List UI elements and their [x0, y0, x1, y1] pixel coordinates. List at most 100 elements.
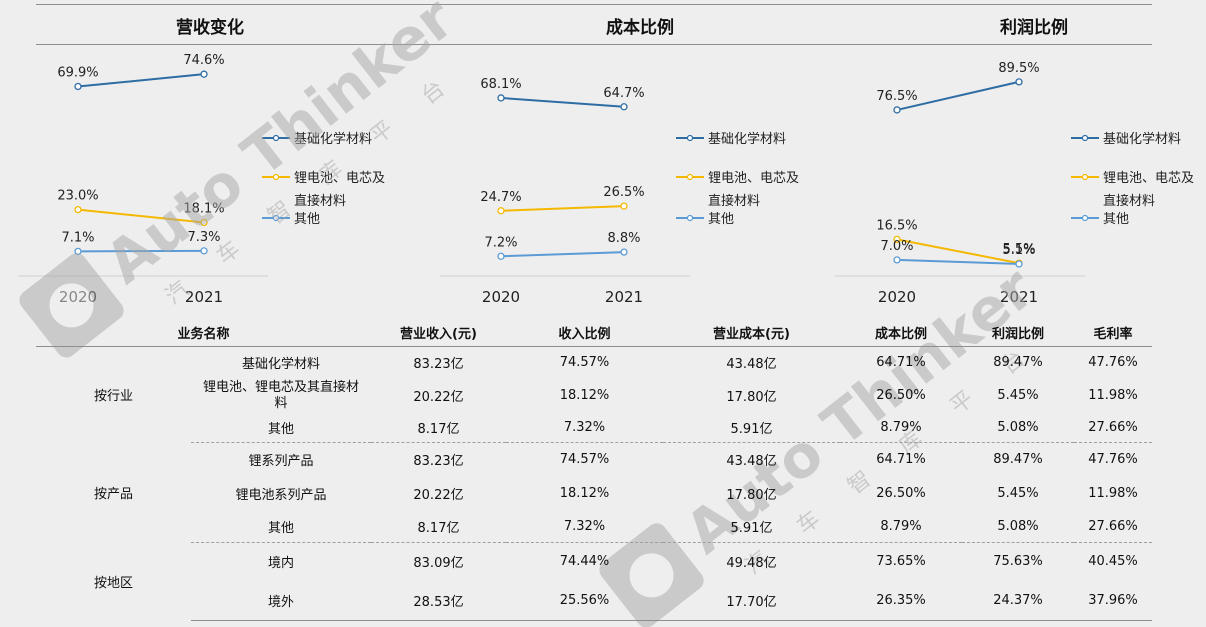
- legend-label: 其他: [294, 212, 320, 227]
- cell-value: 5.45%: [997, 486, 1039, 501]
- legend-label: 基础化学材料: [708, 131, 786, 147]
- row-item: 锂电池系列产品: [235, 488, 327, 503]
- data-label: 7.0%: [880, 239, 913, 254]
- series-line: [500, 96, 625, 108]
- cell-value: 11.98%: [1088, 486, 1138, 501]
- legend-marker: [272, 173, 280, 181]
- data-point: [893, 256, 901, 264]
- chart-title-profit: 利润比例: [1000, 18, 1068, 38]
- series-line: [500, 251, 625, 258]
- data-point: [893, 106, 901, 114]
- series-line: [896, 238, 1020, 265]
- legend-label: 直接材料: [1103, 193, 1155, 209]
- legend-label: 直接材料: [294, 193, 346, 209]
- cell-value: 17.70亿: [663, 580, 840, 621]
- cell-value: 5.45%: [997, 388, 1039, 403]
- cell-value: 83.23亿: [413, 454, 464, 470]
- col-header: 成本比例: [840, 318, 962, 347]
- cell-value: 89.47%: [993, 355, 1043, 371]
- table-row: 锂电池、锂电芯及其直接材料 20.22亿 18.12% 17.80亿 26.50% 5.4…: [36, 379, 1152, 413]
- cell-value: 8.17亿: [371, 412, 506, 443]
- data-label: 7.1%: [61, 230, 94, 245]
- row-item: 基础化学材料: [241, 357, 320, 373]
- series-line: [896, 80, 1020, 111]
- table-row: 其他 8.17亿 7.32% 5.91亿 8.79% 5.08% 27.66%: [36, 510, 1152, 543]
- legend-label: 锂电池、电芯及: [1103, 171, 1194, 186]
- data-label: 16.5%: [876, 218, 917, 233]
- data-point: [620, 103, 628, 111]
- cell-value: 26.50%: [876, 388, 926, 403]
- x-tick-label: 2020: [59, 288, 97, 306]
- data-label: 89.5%: [998, 61, 1039, 76]
- legend-marker: [686, 173, 694, 181]
- data-label: 5.1%: [1002, 243, 1035, 258]
- cell-value: 73.65%: [876, 554, 926, 570]
- data-label: 23.0%: [57, 189, 98, 204]
- cell-value: 7.32%: [506, 412, 663, 443]
- cell-value: 17.80亿: [726, 390, 777, 405]
- data-point: [497, 252, 505, 260]
- data-label: 18.1%: [183, 201, 224, 216]
- cell-value: 28.53亿: [371, 580, 506, 621]
- cell-value: 43.48亿: [726, 357, 777, 373]
- data-label: 64.7%: [603, 86, 644, 101]
- business-table: 业务名称 营业收入(元) 收入比例 营业成本(元) 成本比例 利润比例 毛利率 …: [36, 318, 1152, 621]
- col-header: 毛利率: [1074, 318, 1152, 347]
- row-item: 境外: [191, 580, 371, 621]
- col-header: 利润比例: [962, 318, 1074, 347]
- x-tick-label: 2021: [1000, 288, 1038, 306]
- legend-label: 基础化学材料: [1103, 131, 1181, 147]
- legend-marker: [272, 214, 280, 222]
- col-header: 营业收入(元): [371, 318, 506, 347]
- table-row: 按产品 锂系列产品 83.23亿 74.57% 43.48亿 64.71% 89.47% 47…: [36, 443, 1152, 502]
- table-row: 按地区 境内 83.09亿 74.44% 49.48亿 73.65% 75.63% 40.45…: [36, 543, 1152, 591]
- table-header-row: 业务名称 营业收入(元) 收入比例 营业成本(元) 成本比例 利润比例 毛利率: [36, 318, 1152, 347]
- data-label: 5.5%: [1002, 242, 1035, 257]
- cell-value: 17.80亿: [726, 488, 777, 503]
- legend-label: 其他: [1103, 212, 1129, 227]
- data-point: [200, 218, 208, 227]
- legend-marker: [1081, 214, 1089, 222]
- data-point: [74, 205, 82, 214]
- legend-marker: [686, 134, 694, 142]
- row-item: 其他: [191, 510, 371, 543]
- cell-value: 40.45%: [1088, 554, 1138, 570]
- cell-value: 24.37%: [962, 580, 1074, 621]
- cell-value: 5.08%: [962, 510, 1074, 543]
- cell-value: 89.47%: [993, 452, 1043, 468]
- data-label: 8.8%: [607, 231, 640, 246]
- data-point: [893, 235, 901, 244]
- x-tick-label: 2020: [878, 288, 916, 306]
- data-point: [620, 248, 628, 256]
- cell-value: 75.63%: [993, 554, 1043, 570]
- data-point: [620, 202, 628, 210]
- data-label: 7.2%: [484, 235, 517, 250]
- group-label: 按行业: [93, 389, 133, 405]
- col-header: 营业成本(元): [663, 318, 840, 347]
- cell-value: 49.48亿: [726, 556, 777, 572]
- data-point: [200, 247, 208, 255]
- series-line: [77, 208, 205, 224]
- series-line: [77, 73, 205, 88]
- cell-value: 74.57%: [559, 452, 610, 468]
- top-rule: [36, 4, 1152, 5]
- legend-marker: [1081, 134, 1089, 142]
- table-row: 其他 8.17亿 7.32% 5.91亿 8.79% 5.08% 27.66%: [36, 412, 1152, 443]
- col-header: 收入比例: [506, 318, 663, 347]
- cell-value: 8.79%: [840, 412, 962, 443]
- data-point: [74, 247, 82, 256]
- cell-value: 43.48亿: [726, 454, 777, 470]
- data-point: [497, 94, 505, 102]
- data-label: 7.3%: [187, 230, 220, 245]
- x-tick-label: 2020: [482, 288, 520, 306]
- cell-value: 8.79%: [840, 510, 962, 543]
- cell-value: 37.96%: [1074, 580, 1152, 621]
- title-rule: [36, 44, 1152, 45]
- cell-value: 27.66%: [1074, 510, 1152, 543]
- cell-value: 5.08%: [962, 412, 1074, 443]
- row-item: 锂系列产品: [248, 454, 314, 470]
- cell-value: 26.35%: [840, 580, 962, 621]
- cell-value: 18.12%: [559, 486, 610, 501]
- data-point: [1015, 78, 1023, 86]
- legend-marker: [1081, 173, 1089, 181]
